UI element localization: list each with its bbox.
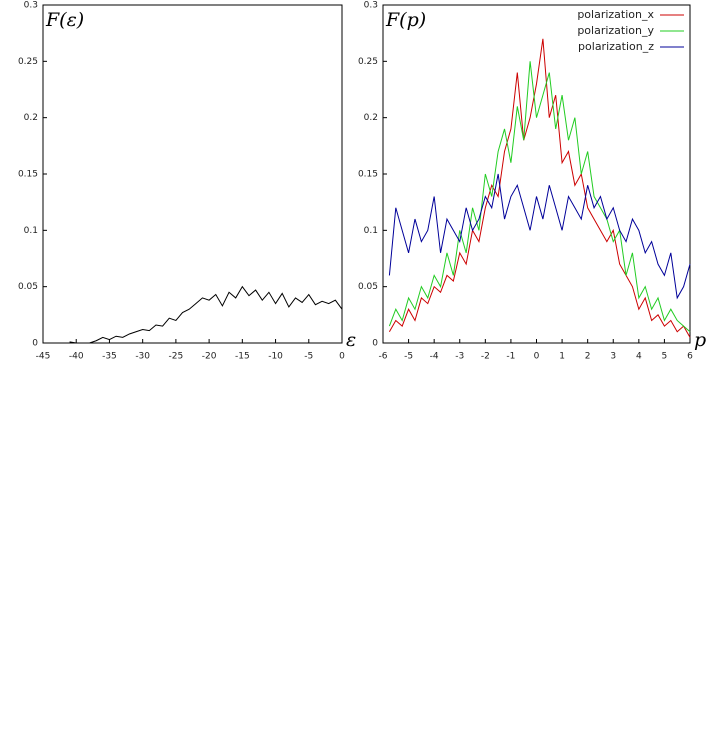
data-line [388, 61, 691, 333]
x-tick-label: -25 [169, 352, 184, 362]
x-tick-label: -15 [235, 352, 250, 362]
y-tick-label: 0.1 [24, 226, 38, 236]
y-tick-label: 0.05 [358, 282, 378, 292]
x-tick-label: -10 [268, 352, 283, 362]
data-line [388, 173, 691, 300]
legend-label: polarization_x [577, 8, 654, 21]
y-tick-label: 0.3 [24, 1, 38, 11]
y-tick-label: 0.15 [18, 170, 38, 180]
x-tick-label: 0 [339, 352, 345, 362]
x-tick-label: 4 [636, 352, 642, 362]
x-tick-label: -45 [36, 352, 51, 362]
y-tick-label: 0.3 [364, 1, 378, 11]
x-tick-label: -20 [202, 352, 217, 362]
x-axis-label: ε [346, 329, 356, 351]
y-tick-label: 0.2 [24, 113, 38, 123]
x-axis-label: p [694, 329, 706, 351]
y-tick-label: 0.25 [358, 57, 378, 67]
y-tick-label: 0 [32, 339, 38, 349]
x-tick-label: -35 [102, 352, 117, 362]
y-axis-label: F(p) [385, 9, 426, 31]
y-tick-label: 0.2 [364, 113, 378, 123]
x-tick-label: 5 [662, 352, 668, 362]
legend-label: polarization_y [577, 24, 654, 37]
x-tick-label: -30 [135, 352, 150, 362]
data-line [388, 38, 691, 338]
x-tick-label: -5 [404, 352, 413, 362]
x-tick-label: 3 [610, 352, 616, 362]
y-tick-label: 0.15 [358, 170, 378, 180]
y-tick-label: 0.1 [364, 226, 378, 236]
x-tick-label: 0 [534, 352, 540, 362]
x-tick-label: -4 [430, 352, 439, 362]
y-axis-label: F(ε) [45, 9, 84, 31]
x-tick-label: -40 [69, 352, 84, 362]
x-tick-label: -2 [481, 352, 490, 362]
legend-label: polarization_z [578, 40, 654, 53]
x-tick-label: 2 [585, 352, 591, 362]
y-tick-label: 0.25 [18, 57, 38, 67]
x-tick-label: -3 [455, 352, 464, 362]
y-tick-label: 0 [372, 339, 378, 349]
data-line [69, 285, 343, 344]
plot-frame [42, 4, 343, 344]
y-tick-label: 0.05 [18, 282, 38, 292]
x-tick-label: -6 [379, 352, 388, 362]
x-tick-label: 1 [559, 352, 565, 362]
x-tick-label: -1 [506, 352, 515, 362]
x-tick-label: 6 [687, 352, 693, 362]
x-tick-label: -5 [304, 352, 313, 362]
